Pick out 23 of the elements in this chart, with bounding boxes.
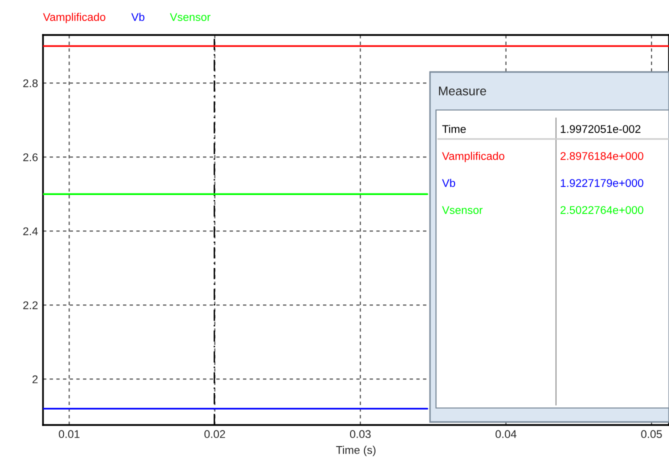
y-tick-label: 2.4	[23, 227, 38, 236]
text: Vamplificado	[43, 12, 106, 24]
annotation: Measure	[439, 86, 486, 96]
annotation: 2.5022764e+000	[560, 206, 644, 214]
text: Vsensor	[170, 13, 210, 21]
x-tick-label: 0.04	[496, 430, 516, 438]
annotation: Time	[442, 124, 466, 133]
x-tick-label: 0.01	[58, 430, 80, 438]
y-tick-label: 2.2	[23, 301, 38, 310]
annotation: Vb	[442, 178, 456, 187]
y-tick-label: 2.6	[23, 153, 38, 162]
annotation: Vamplificado	[442, 152, 504, 162]
annotation: 1.9972051e-002	[560, 125, 640, 133]
x-axis-title: Time (s)	[336, 446, 376, 456]
annotation: Vsensor	[442, 206, 483, 214]
x-tick-label: 0.02	[204, 430, 226, 438]
x-tick-label: 0.05	[641, 430, 662, 438]
x-tick-label: 0.03	[350, 430, 371, 438]
annotation: 2.8976184e+000	[560, 152, 644, 160]
y-tick-label: 2.8	[23, 79, 38, 88]
y-tick-label: 2	[32, 375, 38, 384]
text: Vb	[131, 12, 144, 21]
annotation: 1.9227179e+000	[560, 179, 644, 187]
